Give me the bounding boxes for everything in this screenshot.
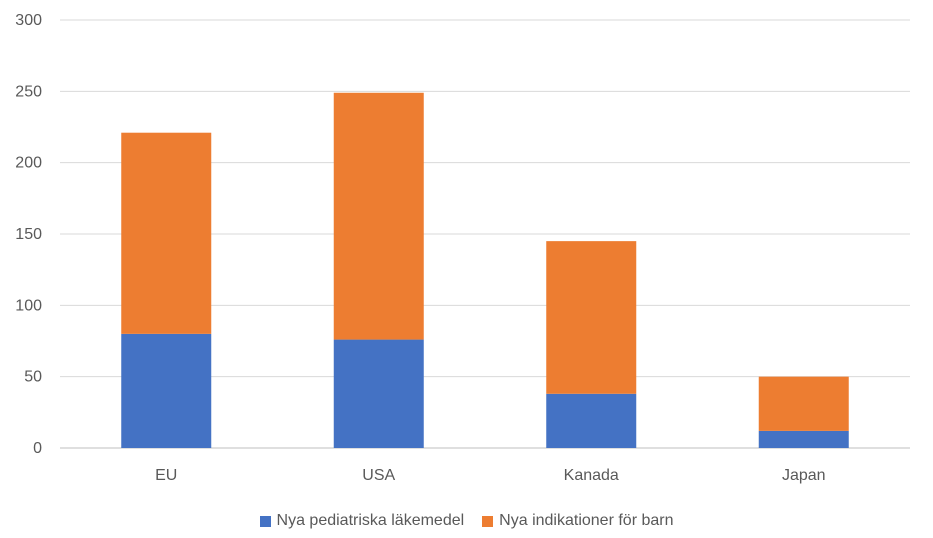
bar-japan-series-1 [758,430,849,448]
bar-eu-series-2 [121,132,212,334]
x-tick-label-eu: EU [155,467,177,484]
x-tick-label-kanada: Kanada [564,467,619,484]
y-tick-label: 0 [33,440,42,457]
y-tick-label: 300 [15,12,42,29]
bar-kanada-series-1 [546,393,637,448]
legend: Nya pediatriska läkemedel Nya indikation… [0,512,933,530]
bar-usa-series-1 [333,339,424,448]
legend-label-series-2: Nya indikationer för barn [499,512,674,529]
y-tick-label: 200 [15,155,42,172]
y-tick-label: 250 [15,83,42,100]
y-tick-label: 50 [24,369,42,386]
x-axis-tick-labels: EU USA Kanada Japan [155,467,825,484]
bar-eu-series-1 [121,333,212,448]
x-tick-label-japan: Japan [782,467,826,484]
x-tick-label-usa: USA [362,467,395,484]
bars [121,92,849,448]
y-tick-label: 150 [15,226,42,243]
bar-usa-series-2 [333,92,424,340]
y-axis-tick-labels: 0 50 100 150 200 250 300 [15,12,42,457]
bar-kanada-series-2 [546,241,637,394]
y-tick-label: 100 [15,297,42,314]
legend-label-series-1: Nya pediatriska läkemedel [276,512,465,529]
legend-swatch-series-2 [482,515,494,527]
legend-item-series-2: Nya indikationer för barn [482,512,673,530]
bar-japan-series-2 [758,376,849,431]
legend-item-series-1: Nya pediatriska läkemedel [259,512,465,530]
legend-swatch-series-1 [259,515,271,527]
